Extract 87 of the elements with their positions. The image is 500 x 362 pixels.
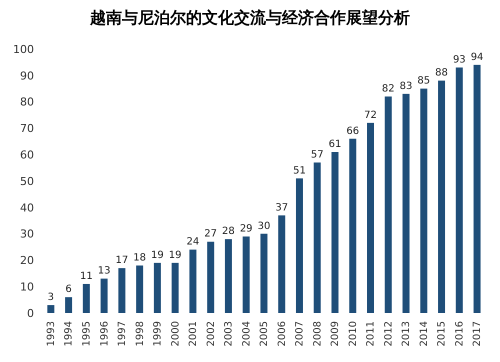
bar <box>420 88 428 313</box>
data-label: 28 <box>222 226 235 238</box>
data-label: 19 <box>151 250 164 261</box>
data-label: 6 <box>65 284 72 296</box>
x-tick-label: 2008 <box>312 321 324 346</box>
bar <box>172 262 179 313</box>
bar <box>402 94 410 313</box>
x-tick-label: 2004 <box>241 321 252 346</box>
bar <box>242 236 250 313</box>
y-tick-label: 90 <box>20 69 34 82</box>
bar <box>189 250 196 313</box>
data-label: 83 <box>400 80 412 92</box>
x-tick-label: 2016 <box>454 321 466 346</box>
bar <box>82 284 90 313</box>
x-tick-label: 2017 <box>472 321 484 346</box>
x-tick-label: 2000 <box>170 321 182 346</box>
data-label: 66 <box>346 126 360 137</box>
bar <box>154 262 161 313</box>
bar <box>278 215 286 313</box>
x-tick-label: 2013 <box>401 321 412 346</box>
x-tick-label: 2010 <box>348 321 359 346</box>
x-tick-label: 1995 <box>82 321 92 346</box>
y-tick-label: 0 <box>27 306 34 320</box>
bar <box>438 80 446 313</box>
x-tick-label: 1997 <box>117 321 128 346</box>
data-label: 3 <box>48 292 54 304</box>
data-label: 29 <box>240 223 253 234</box>
x-tick-label: 1998 <box>134 321 146 346</box>
x-tick-label: 1994 <box>64 321 75 346</box>
y-tick-label: 20 <box>20 254 34 268</box>
bar <box>314 162 321 313</box>
y-tick-label: 70 <box>20 122 34 136</box>
bar <box>118 268 126 313</box>
y-tick-label: 60 <box>20 148 34 162</box>
x-tick-label: 1999 <box>152 321 164 346</box>
bar <box>384 96 392 313</box>
data-label: 13 <box>98 266 110 277</box>
data-label: 82 <box>382 84 395 95</box>
data-label: 85 <box>417 76 430 87</box>
data-label: 88 <box>435 68 448 79</box>
bar <box>367 122 374 313</box>
bar <box>100 278 108 313</box>
data-label: 72 <box>364 110 377 121</box>
x-tick-label: 2009 <box>330 321 342 346</box>
x-tick-label: 2012 <box>383 321 394 346</box>
bar <box>136 265 144 313</box>
y-tick-label: 80 <box>20 96 34 109</box>
data-label: 93 <box>452 54 466 66</box>
y-tick-label: 10 <box>20 280 34 294</box>
data-label: 17 <box>116 255 128 266</box>
bar <box>207 242 214 313</box>
bar <box>296 178 303 313</box>
bar <box>224 239 232 313</box>
bar <box>331 152 338 313</box>
x-tick-label: 2005 <box>259 321 270 346</box>
data-label: 61 <box>328 138 342 150</box>
x-tick-label: 1996 <box>99 321 110 346</box>
data-label: 57 <box>310 150 324 161</box>
data-label: 19 <box>168 250 182 261</box>
x-tick-label: 2011 <box>366 321 377 346</box>
bar <box>65 297 72 313</box>
bar <box>456 67 463 313</box>
data-label: 27 <box>204 228 218 240</box>
x-tick-label: 2014 <box>418 321 430 346</box>
data-label: 18 <box>133 252 146 264</box>
x-tick-label: 2001 <box>188 321 200 346</box>
x-tick-label: 2007 <box>294 321 306 346</box>
x-tick-label: 2015 <box>436 321 448 346</box>
bar <box>474 64 481 313</box>
x-tick-label: 2006 <box>276 321 288 346</box>
x-tick-label: 1993 <box>46 321 57 346</box>
y-tick-label: 40 <box>20 201 34 214</box>
x-tick-label: 2002 <box>206 321 217 346</box>
data-label: 30 <box>258 220 270 232</box>
bar <box>260 234 268 313</box>
bar <box>47 305 54 313</box>
data-label: 11 <box>80 270 93 282</box>
data-label: 37 <box>275 202 288 214</box>
data-label: 94 <box>470 52 484 63</box>
bar <box>349 138 356 313</box>
data-label: 24 <box>186 236 200 248</box>
y-tick-label: 50 <box>20 174 34 188</box>
y-tick-label: 30 <box>20 228 34 241</box>
chart-title: 越南与尼泊尔的文化交流与经济合作展望分析 <box>89 8 411 29</box>
x-tick-label: 2003 <box>224 321 235 346</box>
data-label: 51 <box>293 165 306 176</box>
y-tick-label: 100 <box>13 42 34 56</box>
